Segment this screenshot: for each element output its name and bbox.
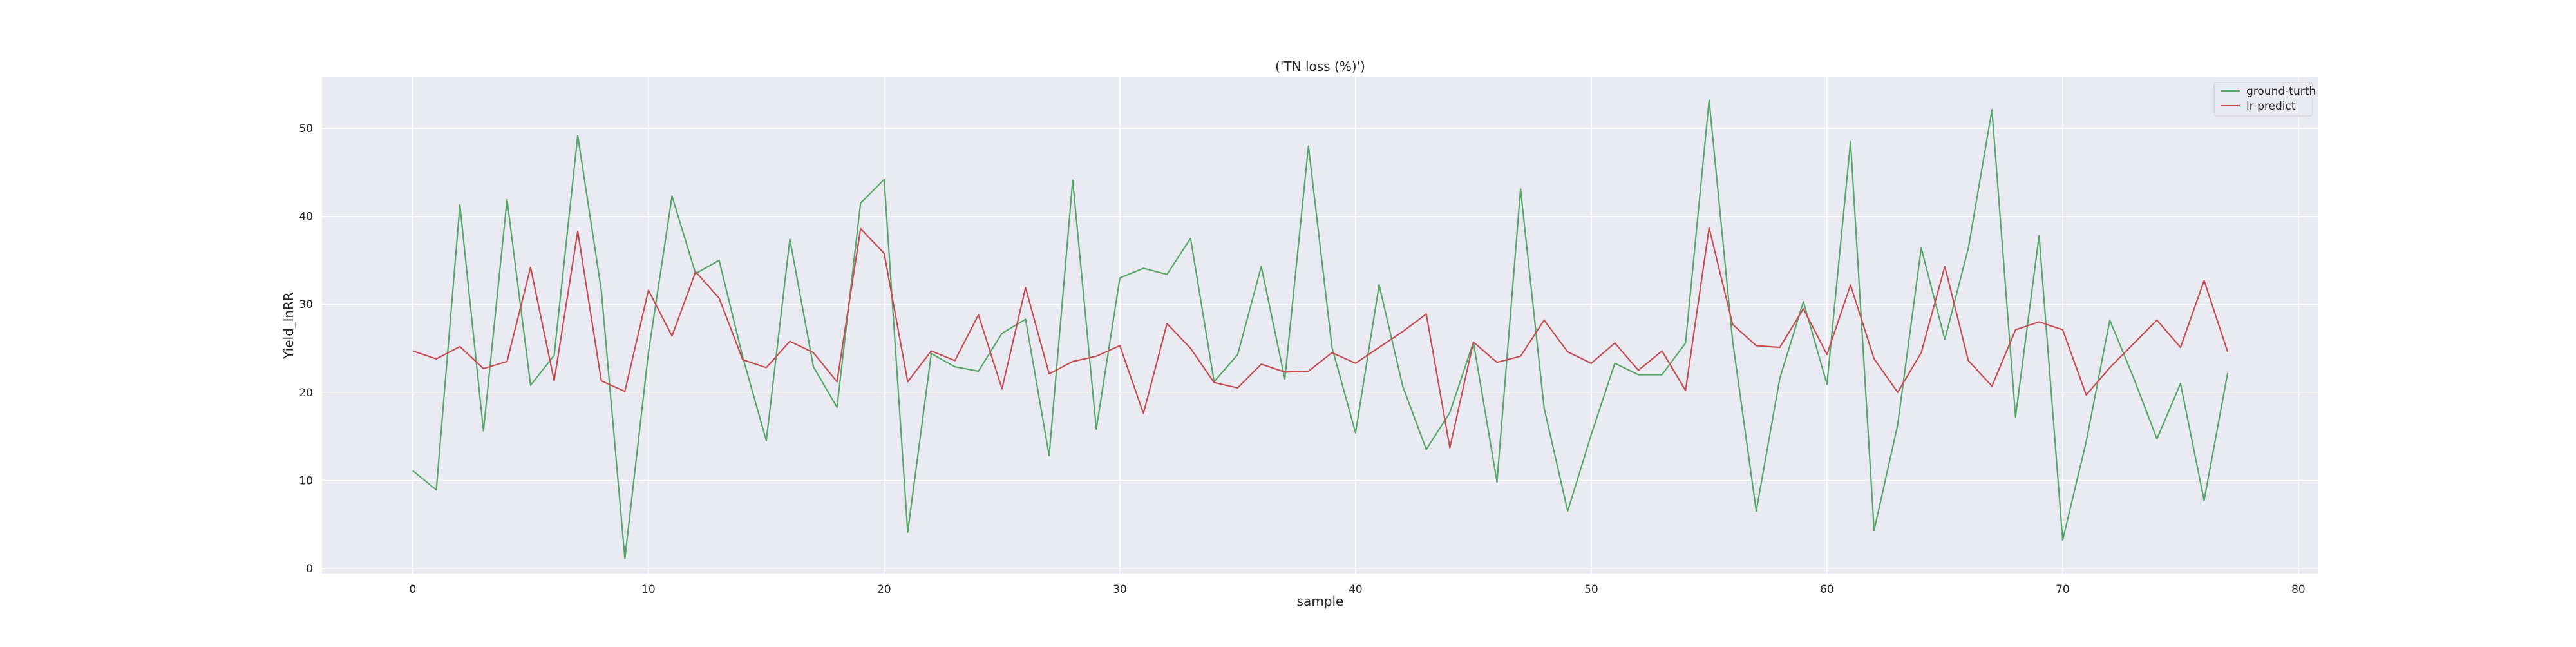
- x-tick-label: 20: [877, 583, 891, 596]
- legend-label-ground-turth: ground-turth: [2246, 85, 2316, 98]
- y-tick-label: 10: [299, 474, 313, 487]
- y-tick-label: 0: [306, 563, 313, 575]
- y-tick-label: 40: [299, 211, 313, 224]
- x-tick-label: 40: [1349, 583, 1363, 596]
- series-line-lr-predict: [412, 227, 2229, 449]
- x-axis-label: sample: [1297, 594, 1344, 609]
- y-tick-label: 50: [299, 122, 313, 135]
- x-tick-label: 50: [1584, 583, 1598, 596]
- x-tick-label: 30: [1113, 583, 1127, 596]
- y-tick-label: 20: [299, 387, 313, 400]
- y-axis-label: Yield_lnRR: [281, 292, 296, 360]
- plot-area: [322, 77, 2318, 574]
- grid-layer: [322, 77, 2318, 574]
- legend-label-lr-predict: lr predict: [2246, 100, 2296, 113]
- series-layer: [412, 99, 2229, 559]
- tick-layer: 0 10 20 30 40 50 60 70 80 0 10 20 30 40 50: [299, 122, 2305, 596]
- x-tick-label: 60: [1820, 583, 1834, 596]
- chart-title: ('TN loss (%)'): [1275, 59, 1365, 74]
- x-tick-label: 10: [641, 583, 656, 596]
- x-tick-label: 0: [409, 583, 416, 596]
- y-tick-label: 30: [299, 298, 313, 311]
- x-tick-label: 80: [2291, 583, 2306, 596]
- legend: ground-turth lr predict: [2213, 82, 2316, 117]
- series-line-ground-turth: [412, 99, 2229, 559]
- x-tick-label: 70: [2056, 583, 2070, 596]
